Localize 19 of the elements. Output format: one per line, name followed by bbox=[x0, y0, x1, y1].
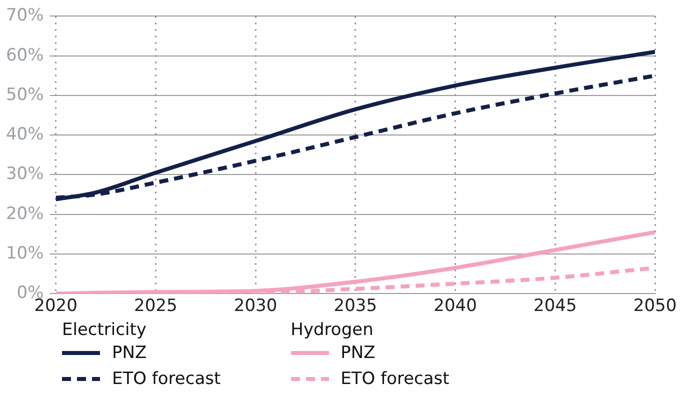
x-tick-label: 2025 bbox=[134, 296, 178, 316]
legend-label: PNZ bbox=[112, 343, 147, 363]
y-tick-label: 70% bbox=[6, 6, 44, 26]
text: Electricity bbox=[62, 320, 148, 340]
x-tick-label: 2035 bbox=[334, 296, 378, 316]
x-tick-label: 2045 bbox=[534, 296, 577, 316]
legend-label: ETO forecast bbox=[340, 369, 450, 389]
y-tick-label: 20% bbox=[6, 204, 44, 224]
x-tick-label: 2050 bbox=[633, 296, 677, 316]
text: Hydrogen bbox=[290, 320, 374, 340]
legend-label: ETO forecast bbox=[112, 369, 221, 389]
y-tick-label: 40% bbox=[6, 124, 44, 145]
y-tick-label: 50% bbox=[6, 84, 44, 105]
x-tick-label: 2040 bbox=[434, 296, 477, 316]
y-tick-label: 60% bbox=[6, 45, 44, 66]
y-tick-label: 30% bbox=[6, 164, 44, 184]
x-tick-label: 2030 bbox=[234, 296, 278, 316]
y-tick-label: 10% bbox=[6, 243, 44, 264]
legend-label: PNZ bbox=[340, 343, 376, 363]
